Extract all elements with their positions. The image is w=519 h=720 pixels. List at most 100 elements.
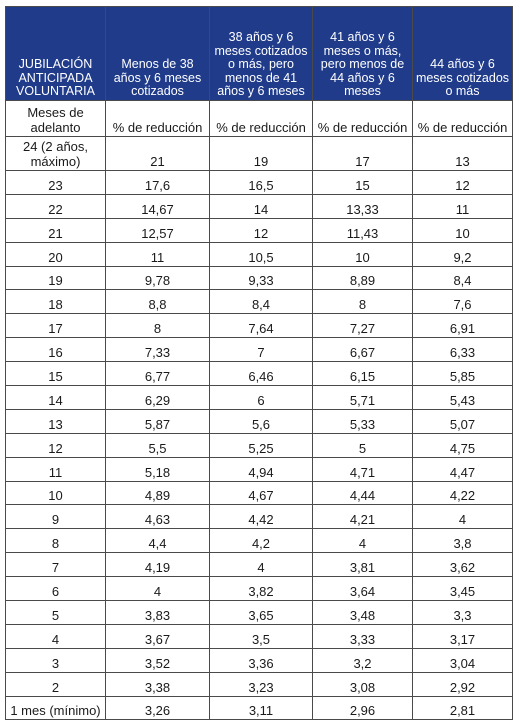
table-row: 18 8,8 8,4 8 7,6 bbox=[5, 289, 513, 315]
cell-menos-38: 11 bbox=[105, 241, 210, 267]
cell-menos-38: 3,26 bbox=[105, 695, 210, 720]
header-44-mas: 44 años y 6 meses cotizados o más bbox=[412, 6, 513, 101]
cell-38-41: 12 bbox=[209, 217, 313, 243]
cell-meses: 5 bbox=[5, 600, 106, 625]
cell-38-41: 3,5 bbox=[209, 623, 313, 649]
cell-44-mas: 3,45 bbox=[412, 576, 513, 602]
cell-44-mas: 3,3 bbox=[412, 600, 513, 625]
cell-41-44: 3,2 bbox=[312, 647, 413, 673]
cell-41-44: 11,43 bbox=[312, 217, 413, 243]
cell-menos-38: 4,4 bbox=[105, 528, 210, 554]
cell-meses: 21 bbox=[5, 217, 106, 243]
cell-menos-38: 8,8 bbox=[105, 289, 210, 315]
cell-41-44: 3,08 bbox=[312, 671, 413, 697]
cell-meses: 18 bbox=[5, 289, 106, 315]
cell-44-mas: 12 bbox=[412, 170, 513, 195]
cell-menos-38: 6,29 bbox=[105, 385, 210, 410]
cell-menos-38: 14,67 bbox=[105, 193, 210, 219]
cell-menos-38: 3,83 bbox=[105, 600, 210, 625]
cell-41-44: 2,96 bbox=[312, 695, 413, 720]
cell-meses: 14 bbox=[5, 385, 106, 410]
cell-41-44: 5,33 bbox=[312, 408, 413, 434]
cell-38-41: 3,11 bbox=[209, 695, 313, 720]
cell-meses: 7 bbox=[5, 552, 106, 578]
cell-38-41: 4,94 bbox=[209, 456, 313, 482]
table-row: 11 5,18 4,94 4,71 4,47 bbox=[5, 456, 513, 482]
cell-meses: 4 bbox=[5, 623, 106, 649]
table-row: 21 12,57 12 11,43 10 bbox=[5, 217, 513, 243]
table-header: JUBILACIÓN ANTICIPADA VOLUNTARIA Menos d… bbox=[5, 6, 513, 101]
table-row: 19 9,78 9,33 8,89 8,4 bbox=[5, 265, 513, 291]
cell-menos-38: 12,57 bbox=[105, 217, 210, 243]
cell-44-mas: 13 bbox=[412, 136, 513, 171]
cell-meses: 20 bbox=[5, 241, 106, 267]
cell-38-41: 4,42 bbox=[209, 504, 313, 530]
table-row: 12 5,5 5,25 5 4,75 bbox=[5, 432, 513, 458]
cell-44-mas: 5,85 bbox=[412, 361, 513, 387]
cell-41-44: 3,48 bbox=[312, 600, 413, 625]
cell-44-mas: 11 bbox=[412, 193, 513, 219]
cell-menos-38: 17,6 bbox=[105, 170, 210, 195]
cell-44-mas: 3,04 bbox=[412, 647, 513, 673]
cell-meses: 16 bbox=[5, 337, 106, 363]
cell-38-41: 4,2 bbox=[209, 528, 313, 554]
cell-44-mas: 10 bbox=[412, 217, 513, 243]
cell-38-41: 6,46 bbox=[209, 361, 313, 387]
table-row: 1 mes (mínimo) 3,26 3,11 2,96 2,81 bbox=[5, 695, 513, 720]
header-menos-38: Menos de 38 años y 6 meses cotizados bbox=[105, 6, 210, 101]
cell-meses: 15 bbox=[5, 361, 106, 387]
cell-44-mas: 6,33 bbox=[412, 337, 513, 363]
cell-44-mas: 2,92 bbox=[412, 671, 513, 697]
cell-41-44: 13,33 bbox=[312, 193, 413, 219]
cell-menos-38: 5,5 bbox=[105, 432, 210, 458]
cell-44-mas: 5,07 bbox=[412, 408, 513, 434]
cell-menos-38: 3,38 bbox=[105, 671, 210, 697]
cell-meses: 19 bbox=[5, 265, 106, 291]
table-row: 4 3,67 3,5 3,33 3,17 bbox=[5, 623, 513, 649]
cell-38-41: 16,5 bbox=[209, 170, 313, 195]
cell-menos-38: 7,33 bbox=[105, 337, 210, 363]
cell-meses: 9 bbox=[5, 504, 106, 530]
cell-41-44: 15 bbox=[312, 170, 413, 195]
header-38-41: 38 años y 6 meses cotizados o más, pero … bbox=[209, 6, 313, 101]
cell-41-44: 4,21 bbox=[312, 504, 413, 530]
cell-meses: 2 bbox=[5, 671, 106, 697]
cell-41-44: 8 bbox=[312, 289, 413, 315]
table-row: 22 14,67 14 13,33 11 bbox=[5, 193, 513, 219]
cell-44-mas: 9,2 bbox=[412, 241, 513, 267]
cell-41-44: 3,64 bbox=[312, 576, 413, 602]
cell-38-41: 10,5 bbox=[209, 241, 313, 267]
cell-38-41: 4,67 bbox=[209, 480, 313, 506]
cell-41-44: 3,81 bbox=[312, 552, 413, 578]
cell-44-mas: 4,75 bbox=[412, 432, 513, 458]
table-row: 7 4,19 4 3,81 3,62 bbox=[5, 552, 513, 578]
cell-41-44: 10 bbox=[312, 241, 413, 267]
table-row: 23 17,6 16,5 15 12 bbox=[5, 170, 513, 195]
table-row: 14 6,29 6 5,71 5,43 bbox=[5, 385, 513, 410]
cell-38-41: 5,25 bbox=[209, 432, 313, 458]
subheader-reduccion: % de reducción bbox=[105, 100, 210, 137]
subheader-reduccion: % de reducción bbox=[312, 100, 413, 137]
table-row: 17 8 7,64 7,27 6,91 bbox=[5, 313, 513, 339]
cell-meses: 23 bbox=[5, 170, 106, 195]
cell-44-mas: 3,62 bbox=[412, 552, 513, 578]
cell-38-41: 6 bbox=[209, 385, 313, 410]
cell-38-41: 9,33 bbox=[209, 265, 313, 291]
table-row: 6 4 3,82 3,64 3,45 bbox=[5, 576, 513, 602]
table-row: 20 11 10,5 10 9,2 bbox=[5, 241, 513, 267]
header-row: JUBILACIÓN ANTICIPADA VOLUNTARIA Menos d… bbox=[5, 6, 513, 101]
cell-menos-38: 5,18 bbox=[105, 456, 210, 482]
cell-menos-38: 4 bbox=[105, 576, 210, 602]
cell-38-41: 3,36 bbox=[209, 647, 313, 673]
cell-menos-38: 9,78 bbox=[105, 265, 210, 291]
subheader-reduccion: % de reducción bbox=[209, 100, 313, 137]
table-row: 5 3,83 3,65 3,48 3,3 bbox=[5, 600, 513, 625]
cell-44-mas: 8,4 bbox=[412, 265, 513, 291]
table-row: 10 4,89 4,67 4,44 4,22 bbox=[5, 480, 513, 506]
cell-menos-38: 4,89 bbox=[105, 480, 210, 506]
cell-44-mas: 3,8 bbox=[412, 528, 513, 554]
cell-meses: 13 bbox=[5, 408, 106, 434]
cell-44-mas: 4,47 bbox=[412, 456, 513, 482]
cell-meses: 22 bbox=[5, 193, 106, 219]
cell-menos-38: 3,67 bbox=[105, 623, 210, 649]
